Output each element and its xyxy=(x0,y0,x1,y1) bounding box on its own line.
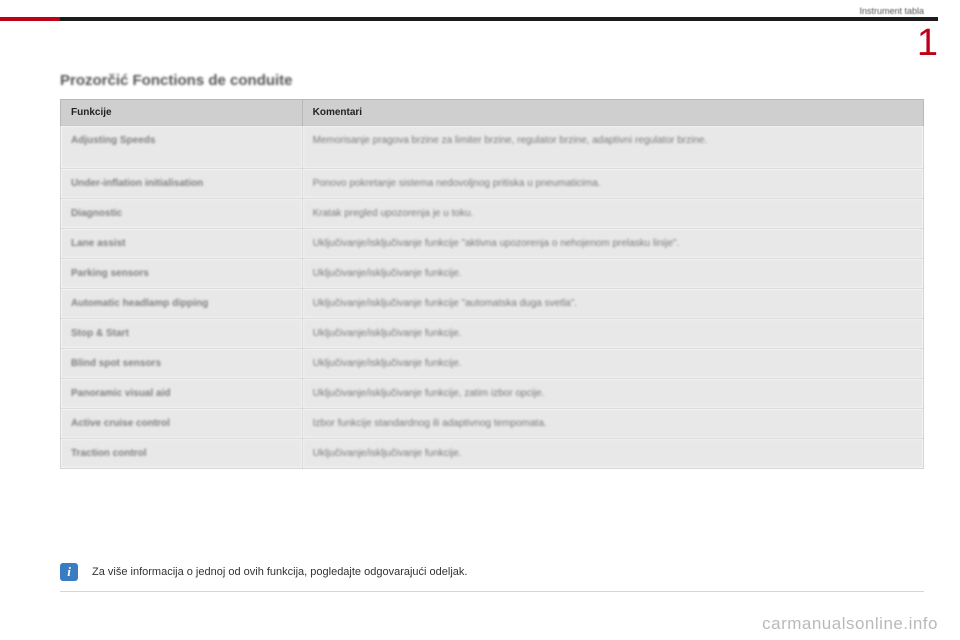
cell-cm: Uključivanje/isključivanje funkcije. xyxy=(302,439,923,469)
col-header-fn: Funkcije xyxy=(61,100,303,126)
cell-fn: Traction control xyxy=(61,439,303,469)
cell-cm: Ponovo pokretanje sistema nedovoljnog pr… xyxy=(302,169,923,199)
page-title: Prozorčić Fonctions de conduite xyxy=(60,72,924,89)
cell-cm: Uključivanje/isključivanje funkcije "aut… xyxy=(302,289,923,319)
info-note: i Za više informacija o jednoj od ovih f… xyxy=(60,557,924,592)
cell-fn: Panoramic visual aid xyxy=(61,379,303,409)
cell-fn: Diagnostic xyxy=(61,199,303,229)
chapter-number: 1 xyxy=(917,24,938,62)
table-row: Lane assistUključivanje/isključivanje fu… xyxy=(61,229,924,259)
cell-cm: Uključivanje/isključivanje funkcije. xyxy=(302,259,923,289)
cell-fn: Active cruise control xyxy=(61,409,303,439)
cell-fn: Parking sensors xyxy=(61,259,303,289)
cell-fn: Stop & Start xyxy=(61,319,303,349)
accent-tab xyxy=(0,17,60,21)
page-content: Prozorčić Fonctions de conduite Funkcije… xyxy=(60,72,924,469)
info-icon: i xyxy=(60,563,78,581)
table-row: DiagnosticKratak pregled upozorenja je u… xyxy=(61,199,924,229)
table-row: Automatic headlamp dippingUključivanje/i… xyxy=(61,289,924,319)
cell-cm: Uključivanje/isključivanje funkcije. xyxy=(302,319,923,349)
cell-cm: Kratak pregled upozorenja je u toku. xyxy=(302,199,923,229)
header-rule xyxy=(60,17,938,21)
col-header-cm: Komentari xyxy=(302,100,923,126)
table-row: Stop & StartUključivanje/isključivanje f… xyxy=(61,319,924,349)
cell-fn: Lane assist xyxy=(61,229,303,259)
note-text: Za više informacija o jednoj od ovih fun… xyxy=(92,566,467,578)
cell-cm: Uključivanje/isključivanje funkcije "akt… xyxy=(302,229,923,259)
table-row: Adjusting SpeedsMemorisanje pragova brzi… xyxy=(61,126,924,169)
cell-fn: Automatic headlamp dipping xyxy=(61,289,303,319)
table-row: Under-inflation initialisationPonovo pok… xyxy=(61,169,924,199)
cell-fn: Blind spot sensors xyxy=(61,349,303,379)
cell-cm: Memorisanje pragova brzine za limiter br… xyxy=(302,126,923,169)
table-row: Parking sensorsUključivanje/isključivanj… xyxy=(61,259,924,289)
table-row: Panoramic visual aidUključivanje/isključ… xyxy=(61,379,924,409)
table-row: Active cruise controlIzbor funkcije stan… xyxy=(61,409,924,439)
cell-cm: Uključivanje/isključivanje funkcije. xyxy=(302,349,923,379)
cell-fn: Under-inflation initialisation xyxy=(61,169,303,199)
functions-table: Funkcije Komentari Adjusting SpeedsMemor… xyxy=(60,99,924,469)
table-row: Blind spot sensorsUključivanje/isključiv… xyxy=(61,349,924,379)
cell-cm: Izbor funkcije standardnog ili adaptivno… xyxy=(302,409,923,439)
breadcrumb: Instrument tabla xyxy=(859,6,924,16)
table-row: Traction controlUključivanje/isključivan… xyxy=(61,439,924,469)
cell-cm: Uključivanje/isključivanje funkcije, zat… xyxy=(302,379,923,409)
cell-fn: Adjusting Speeds xyxy=(61,126,303,169)
watermark: carmanualsonline.info xyxy=(762,614,938,634)
